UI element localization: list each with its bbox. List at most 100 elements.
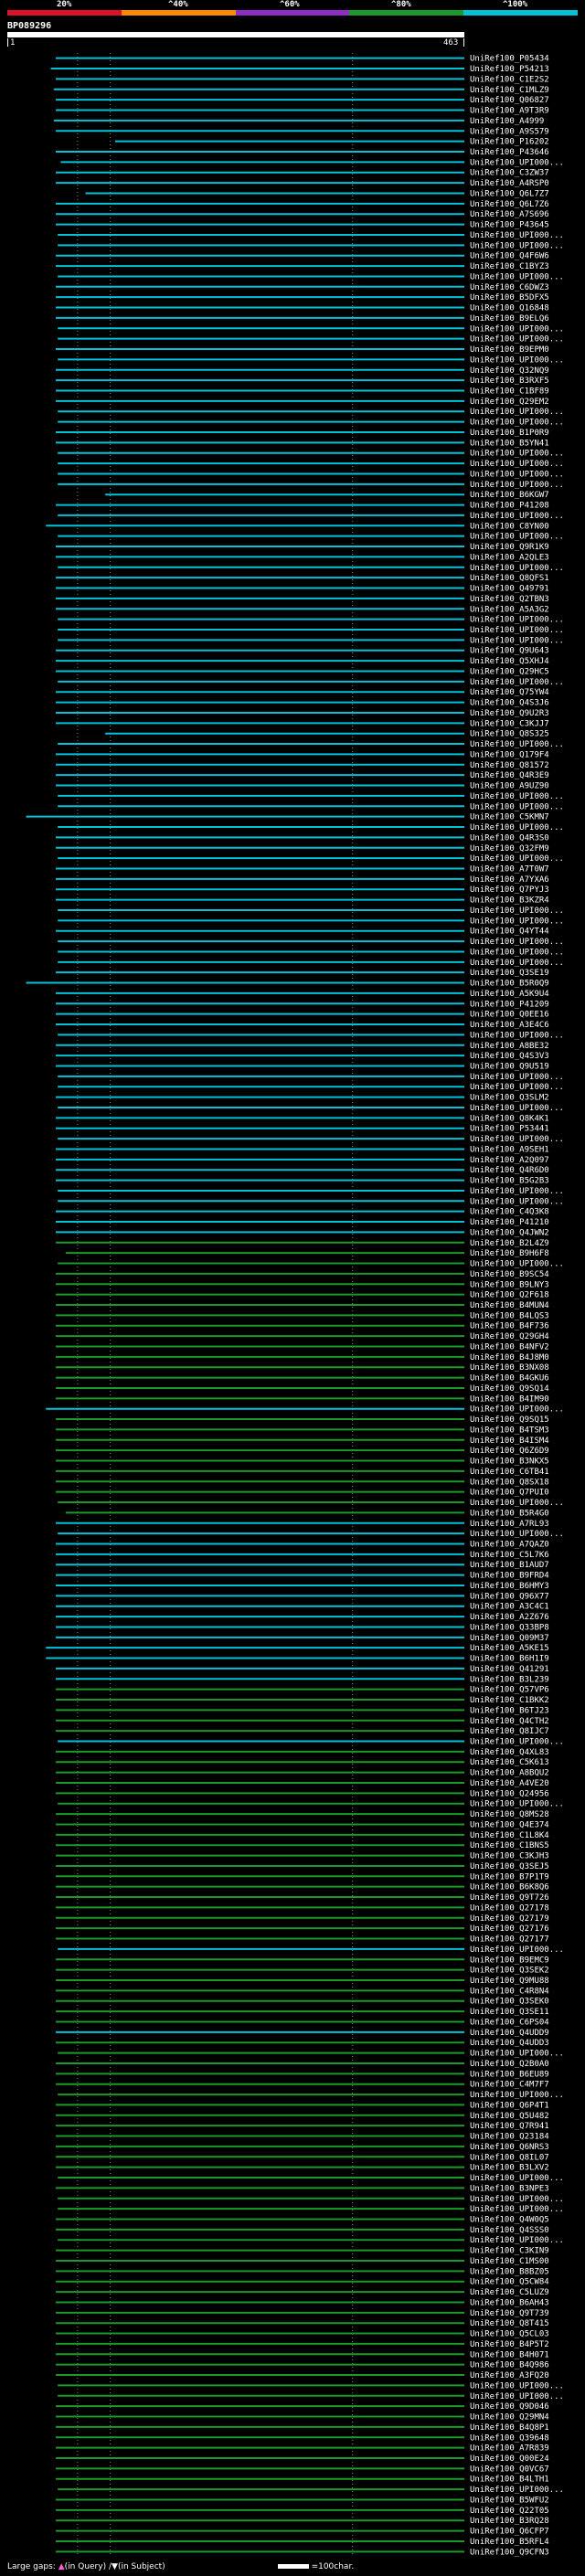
hit-label[interactable]: UniRef100_Q6L7Z6 xyxy=(470,200,549,209)
hit-label[interactable]: UniRef100_Q4S3V3 xyxy=(470,1052,549,1061)
hit-label[interactable]: UniRef100_C1L8K4 xyxy=(470,1831,549,1840)
hit-label[interactable]: UniRef100_Q8MS28 xyxy=(470,1810,549,1819)
hit-label[interactable]: UniRef100_B3RQ28 xyxy=(470,2517,549,2526)
hit-label[interactable]: UniRef100_B6K8Q6 xyxy=(470,1883,549,1892)
hit-label[interactable]: UniRef100_Q49791 xyxy=(470,585,549,594)
hit-label[interactable]: UniRef100_B5YN41 xyxy=(470,439,549,448)
hit-label[interactable]: UniRef100_UPI000... xyxy=(470,823,564,832)
hit-label[interactable]: UniRef100_Q96X77 xyxy=(470,1592,549,1601)
hit-label[interactable]: UniRef100_A8BE32 xyxy=(470,1042,549,1051)
hit-label[interactable]: UniRef100_C3KJH3 xyxy=(470,1852,549,1861)
hit-label[interactable]: UniRef100_B6TJ23 xyxy=(470,1706,549,1715)
hit-label[interactable]: UniRef100_P43645 xyxy=(470,221,549,230)
hit-label[interactable]: UniRef100_UPI000... xyxy=(470,917,564,926)
hit-label[interactable]: UniRef100_UPI000... xyxy=(470,470,564,479)
hit-label[interactable]: UniRef100_P41210 xyxy=(470,1218,549,1227)
hit-label[interactable]: UniRef100_Q9U2R3 xyxy=(470,709,549,718)
hit-label[interactable]: UniRef100_UPI000... xyxy=(470,959,564,968)
hit-label[interactable]: UniRef100_Q4UDD3 xyxy=(470,2039,549,2048)
hit-label[interactable]: UniRef100_C1BYZ3 xyxy=(470,262,549,271)
hit-label[interactable]: UniRef100_P54213 xyxy=(470,65,549,74)
hit-label[interactable]: UniRef100_UPI000... xyxy=(470,678,564,687)
hit-label[interactable]: UniRef100_B5R0Q9 xyxy=(470,980,549,989)
hit-label[interactable]: UniRef100_B6H1I9 xyxy=(470,1655,549,1664)
hit-label[interactable]: UniRef100_C4R8N4 xyxy=(470,1987,549,1996)
hit-label[interactable]: UniRef100_C3KIN9 xyxy=(470,2247,549,2256)
hit-label[interactable]: UniRef100_P16202 xyxy=(470,138,549,147)
hit-label[interactable]: UniRef100_C5L7K6 xyxy=(470,1551,549,1560)
hit-label[interactable]: UniRef100_A2Z676 xyxy=(470,1613,549,1622)
hit-label[interactable]: UniRef100_Q27176 xyxy=(470,1924,549,1934)
hit-label[interactable]: UniRef100_B3L239 xyxy=(470,1675,549,1684)
hit-label[interactable]: UniRef100_B1AUD7 xyxy=(470,1561,549,1570)
hit-label[interactable]: UniRef100_Q24956 xyxy=(470,1789,549,1798)
hit-label[interactable]: UniRef100_Q9U643 xyxy=(470,647,549,656)
hit-label[interactable]: UniRef100_UPI000... xyxy=(470,1738,564,1747)
hit-label[interactable]: UniRef100_C6TB41 xyxy=(470,1468,549,1477)
hit-label[interactable]: UniRef100_B6HMY3 xyxy=(470,1582,549,1591)
hit-label[interactable]: UniRef100_Q4R3S0 xyxy=(470,833,549,843)
hit-label[interactable]: UniRef100_Q8QFS1 xyxy=(470,574,549,583)
hit-label[interactable]: UniRef100_C6DWZ3 xyxy=(470,283,549,292)
hit-label[interactable]: UniRef100_Q4JWN2 xyxy=(470,1228,549,1237)
hit-label[interactable]: UniRef100_Q9R1K9 xyxy=(470,543,549,552)
hit-label[interactable]: UniRef100_UPI000... xyxy=(470,1073,564,1082)
hit-label[interactable]: UniRef100_UPI000... xyxy=(470,1197,564,1206)
hit-label[interactable]: UniRef100_Q3SEJ5 xyxy=(470,1862,549,1871)
hit-label[interactable]: UniRef100_UPI000... xyxy=(470,1800,564,1809)
hit-label[interactable]: UniRef100_A5K9U4 xyxy=(470,990,549,999)
hit-label[interactable]: UniRef100_Q9U519 xyxy=(470,1063,549,1072)
hit-label[interactable]: UniRef100_UPI000... xyxy=(470,740,564,749)
hit-label[interactable]: UniRef100_A2Q097 xyxy=(470,1156,549,1165)
hit-label[interactable]: UniRef100_B4MUN4 xyxy=(470,1301,549,1310)
hit-label[interactable]: UniRef100_A3C4C1 xyxy=(470,1603,549,1612)
hit-label[interactable]: UniRef100_Q9D046 xyxy=(470,2402,549,2412)
hit-label[interactable]: UniRef100_A7YXA6 xyxy=(470,875,549,885)
hit-label[interactable]: UniRef100_B9FRD4 xyxy=(470,1572,549,1581)
hit-label[interactable]: UniRef100_B5G2B3 xyxy=(470,1177,549,1186)
hit-label[interactable]: UniRef100_A7R839 xyxy=(470,2444,549,2454)
hit-label[interactable]: UniRef100_C1BNS5 xyxy=(470,1841,549,1850)
hit-label[interactable]: UniRef100_Q7R941 xyxy=(470,2122,549,2131)
hit-label[interactable]: UniRef100_Q9SQ15 xyxy=(470,1415,549,1425)
hit-label[interactable]: UniRef100_A9T3R9 xyxy=(470,107,549,116)
hit-label[interactable]: UniRef100_B1P0R9 xyxy=(470,429,549,438)
hit-label[interactable]: UniRef100_B6AH43 xyxy=(470,2298,549,2307)
hit-label[interactable]: UniRef100_B4Q986 xyxy=(470,2361,549,2370)
hit-label[interactable]: UniRef100_C8YN00 xyxy=(470,522,549,531)
hit-label[interactable]: UniRef100_C3KJJ7 xyxy=(470,719,549,728)
hit-label[interactable]: UniRef100_Q6CFP7 xyxy=(470,2528,549,2537)
hit-label[interactable]: UniRef100_UPI000... xyxy=(470,1260,564,1269)
hit-label[interactable]: UniRef100_Q3SE11 xyxy=(470,2008,549,2017)
hit-label[interactable]: UniRef100_Q6P4T1 xyxy=(470,2101,549,2110)
hit-label[interactable]: UniRef100_Q8K4K1 xyxy=(470,1114,549,1123)
hit-label[interactable]: UniRef100_UPI000... xyxy=(470,948,564,957)
hit-label[interactable]: UniRef100_B9SC54 xyxy=(470,1270,549,1279)
hit-label[interactable]: UniRef100_B9LNY3 xyxy=(470,1280,549,1289)
hit-label[interactable]: UniRef100_Q3SEK0 xyxy=(470,1998,549,2007)
hit-label[interactable]: UniRef100_Q6Z6D9 xyxy=(470,1447,549,1456)
hit-label[interactable]: UniRef100_A9S579 xyxy=(470,127,549,136)
hit-label[interactable]: UniRef100_Q57VP6 xyxy=(470,1686,549,1695)
hit-label[interactable]: UniRef100_UPI000... xyxy=(470,481,564,490)
hit-label[interactable]: UniRef100_C6PS04 xyxy=(470,2018,549,2027)
hit-label[interactable]: UniRef100_UPI000... xyxy=(470,241,564,250)
hit-label[interactable]: UniRef100_B2L4Z9 xyxy=(470,1239,549,1248)
hit-label[interactable]: UniRef100_B4ISM4 xyxy=(470,1436,549,1446)
hit-label[interactable]: UniRef100_UPI000... xyxy=(470,2486,564,2495)
hit-label[interactable]: UniRef100_B4IM90 xyxy=(470,1394,549,1404)
hit-label[interactable]: UniRef100_UPI000... xyxy=(470,2392,564,2401)
hit-label[interactable]: UniRef100_B7P1T9 xyxy=(470,1872,549,1882)
hit-label[interactable]: UniRef100_P53441 xyxy=(470,1125,549,1134)
hit-label[interactable]: UniRef100_Q8T415 xyxy=(470,2319,549,2328)
hit-label[interactable]: UniRef100_C1MS00 xyxy=(470,2257,549,2266)
hit-label[interactable]: UniRef100_UPI000... xyxy=(470,2381,564,2390)
hit-label[interactable]: UniRef100_Q4F6W6 xyxy=(470,252,549,261)
hit-label[interactable]: UniRef100_UPI000... xyxy=(470,1405,564,1415)
hit-label[interactable]: UniRef100_Q2F618 xyxy=(470,1291,549,1300)
hit-label[interactable]: UniRef100_Q2TBN3 xyxy=(470,595,549,604)
hit-label[interactable]: UniRef100_Q09M37 xyxy=(470,1634,549,1643)
hit-label[interactable]: UniRef100_UPI000... xyxy=(470,1031,564,1040)
hit-label[interactable]: UniRef100_UPI000... xyxy=(470,272,564,281)
hit-label[interactable]: UniRef100_UPI000... xyxy=(470,616,564,625)
